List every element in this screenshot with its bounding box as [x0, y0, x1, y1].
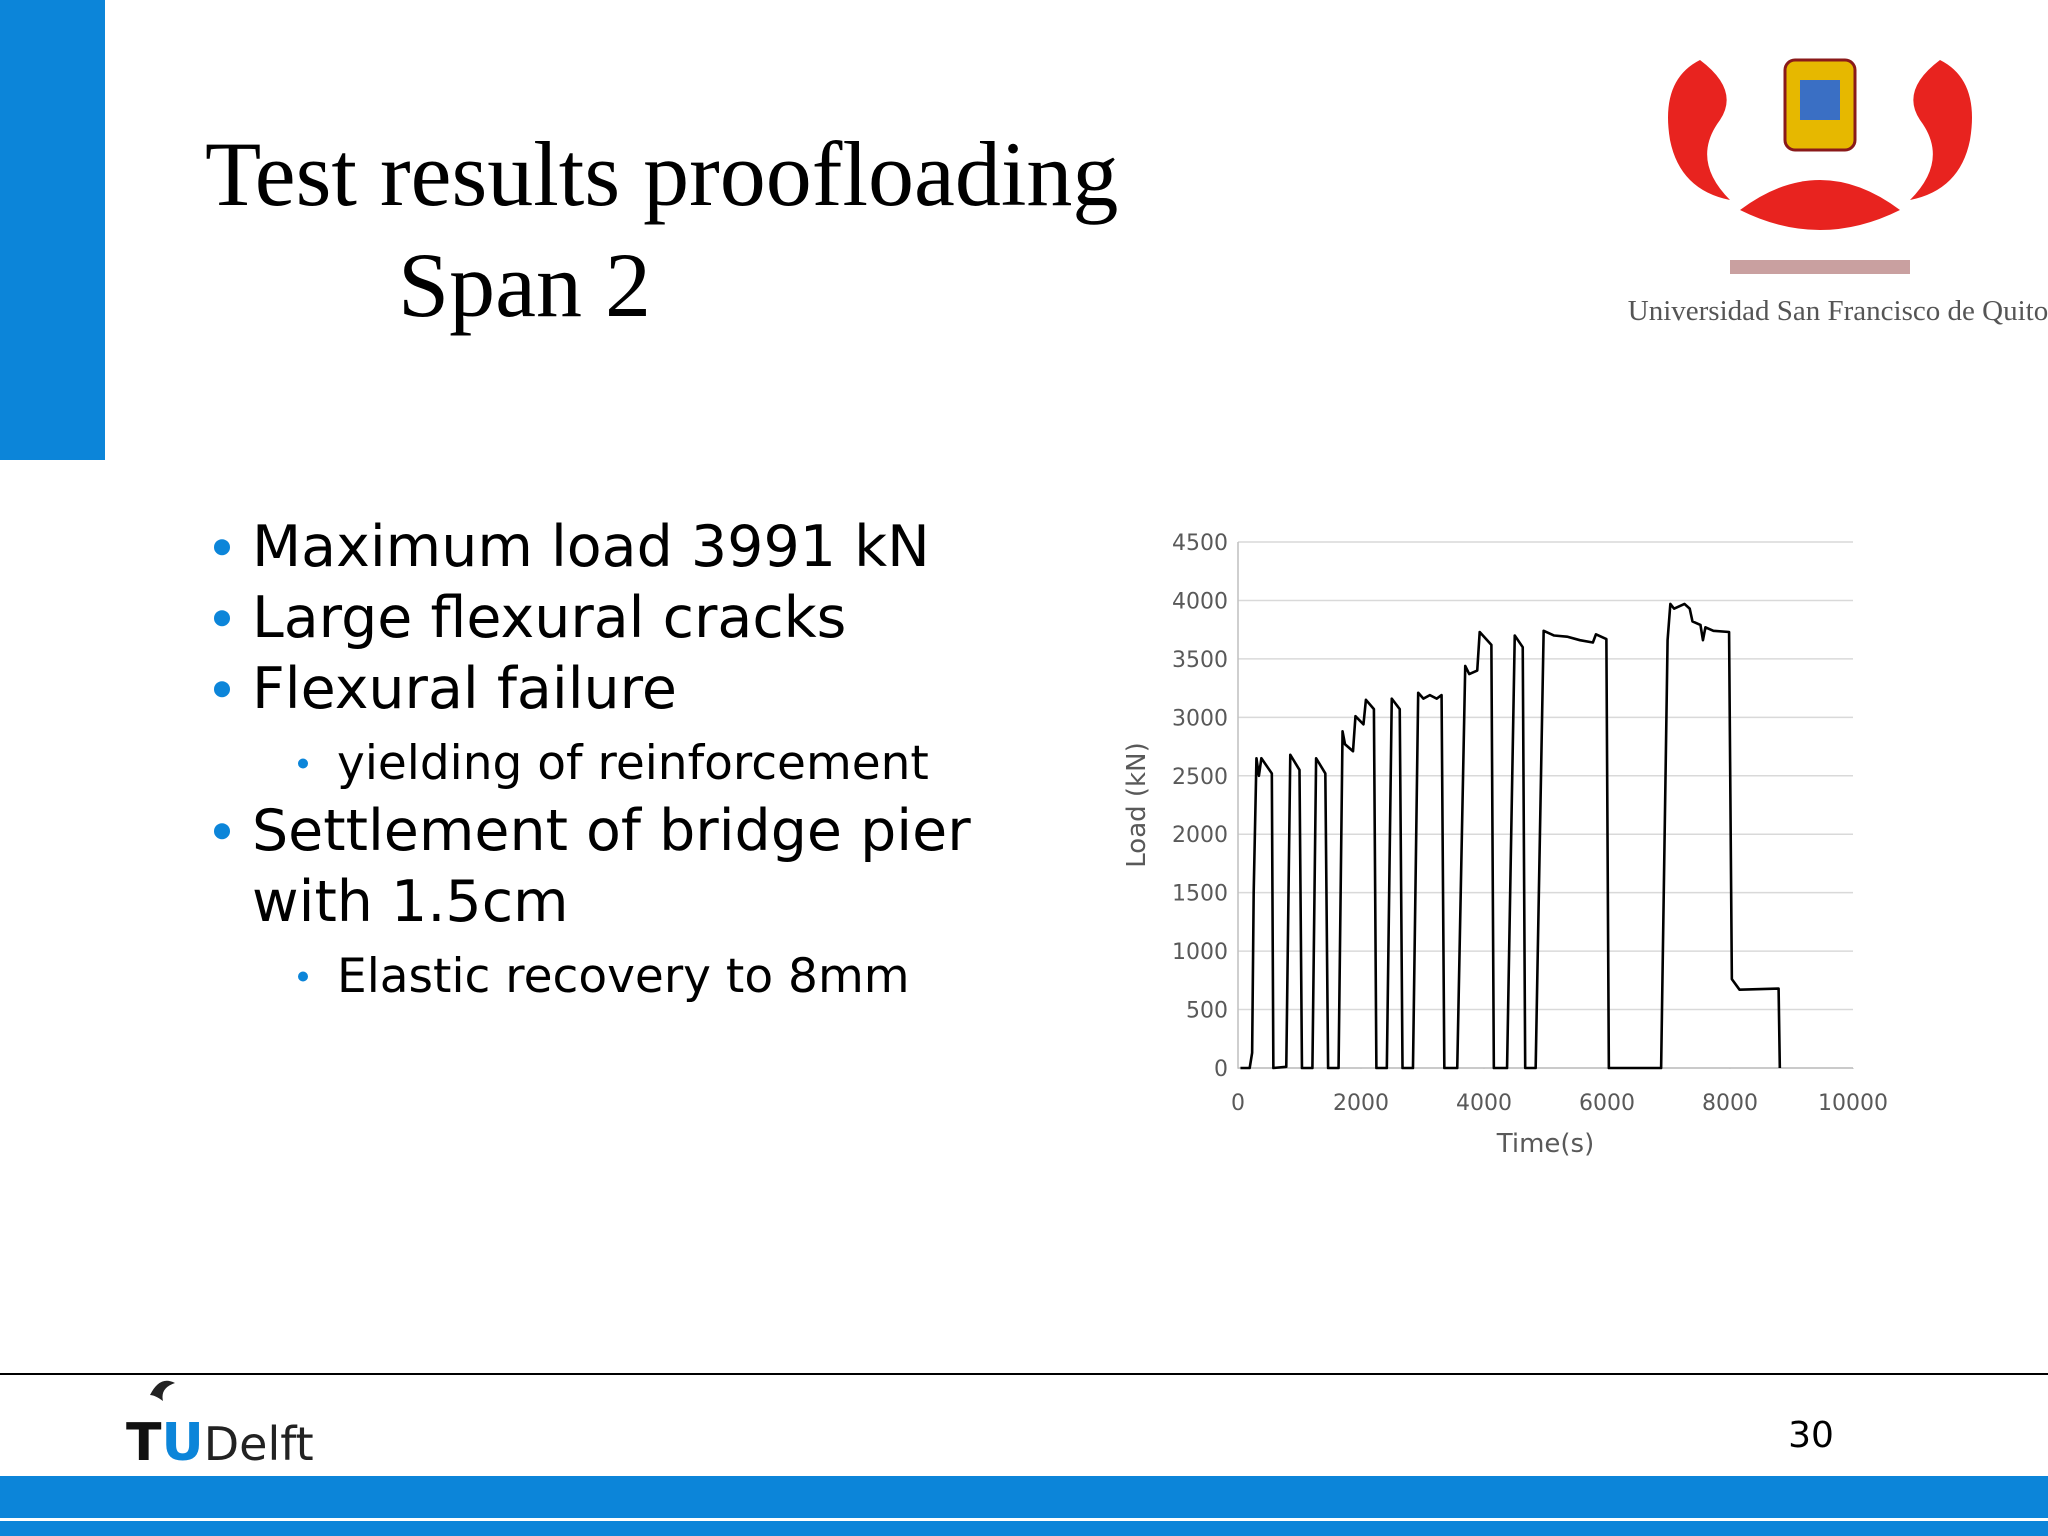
bullet-dot [298, 971, 308, 982]
chart: 0 500 1000 1500 2000 2500 3000 3500 4000 4500 0 200… [1122, 531, 1888, 1159]
bullet-text: Flexural failure [252, 656, 677, 722]
x-tick-label: 8000 [1702, 1091, 1758, 1116]
x-tick-label: 4000 [1456, 1091, 1512, 1116]
title-line: Span 2 [398, 234, 651, 336]
bullet-dot [298, 758, 308, 769]
x-axis-label: Time(s) [1496, 1129, 1594, 1159]
logo-t: T [126, 1413, 162, 1473]
load-line [1240, 602, 1782, 1070]
bullet-text: Elastic recovery to 8mm [337, 949, 910, 1004]
y-tick-label: 3500 [1172, 648, 1228, 673]
title-line: Test results proofloading [205, 123, 1118, 225]
y-tick-label: 2000 [1172, 823, 1228, 848]
bullet-dot [214, 823, 230, 840]
logo-u: U [161, 1413, 203, 1473]
y-tick-label: 4500 [1172, 531, 1228, 556]
y-tick-label: 4000 [1172, 589, 1228, 614]
footer-band [0, 1476, 2048, 1518]
x-tick-label: 10000 [1818, 1091, 1888, 1116]
x-tick-label: 6000 [1579, 1091, 1635, 1116]
page-number: 30 [1788, 1415, 1834, 1456]
side-bar [0, 0, 105, 460]
y-tick-label: 2500 [1172, 765, 1228, 790]
y-tick-label: 0 [1214, 1057, 1228, 1082]
bullet-text: Maximum load 3991 kN [252, 514, 930, 580]
bullet-text: yielding of reinforcement [337, 736, 929, 791]
y-tick-label: 1500 [1172, 882, 1228, 907]
y-tick-label: 3000 [1172, 706, 1228, 731]
university-name: Universidad San Francisco de Quito [1628, 295, 2048, 327]
bullet-text: Settlement of bridge pier [252, 798, 971, 864]
bullet-dot [214, 610, 230, 627]
x-tick-label: 0 [1231, 1091, 1245, 1116]
tu-delft-logo: TUDelft [126, 1380, 314, 1473]
logo-text: TUDelft [126, 1413, 314, 1473]
bullet-dot [214, 681, 230, 698]
bullet-text: with 1.5cm [252, 869, 569, 935]
bullet-dot [214, 539, 230, 556]
university-logo: Universidad San Francisco de Quito [1628, 58, 2048, 327]
footer-band [0, 1521, 2048, 1536]
y-tick-label: 1000 [1172, 940, 1228, 965]
bullet-text: Large flexural cracks [252, 585, 846, 651]
logo-delft: Delft [204, 1417, 314, 1471]
y-tick-label: 500 [1186, 999, 1228, 1024]
x-tick-label: 2000 [1333, 1091, 1389, 1116]
y-axis-label: Load (kN) [1122, 742, 1152, 867]
